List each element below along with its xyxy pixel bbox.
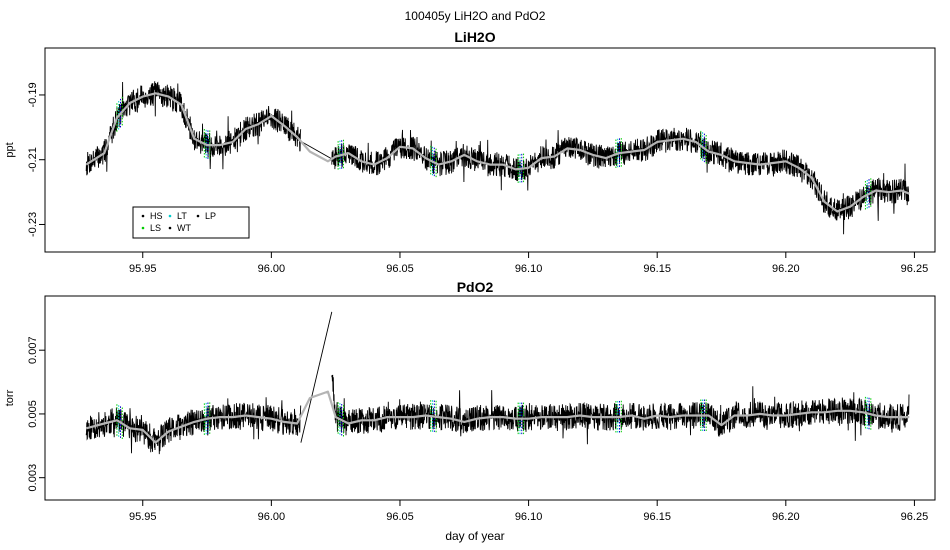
legend-label-wt: WT — [177, 223, 191, 233]
legend-box — [132, 206, 250, 239]
y-tick-label: -0.21 — [27, 147, 39, 172]
panel-pdo2: PdO2 torr 95.95 96.00 96.05 96.10 96.15 96.20… — [4, 279, 936, 523]
x-tick-label: 96.00 — [258, 511, 286, 523]
plot-box-lih2o — [44, 47, 936, 253]
plot-box-pdo2 — [44, 295, 936, 501]
legend-entry-ls: LS — [141, 223, 161, 233]
y-ticks-lih2o: -0.23 -0.21 -0.19 — [27, 82, 45, 237]
x-tick-label: 96.05 — [386, 511, 414, 523]
panel-title-lih2o: LiH2O — [454, 29, 495, 45]
legend-entry-lp: LP — [196, 211, 216, 221]
x-axis-label: day of year — [445, 529, 504, 543]
legend-marker-ls — [141, 226, 145, 230]
x-tick-label: 96.25 — [901, 263, 929, 275]
x-ticks-lih2o: 95.95 96.00 96.05 96.10 96.15 96.20 96.25 — [129, 252, 928, 275]
legend-marker-wt — [168, 226, 172, 230]
legend-label-ls: LS — [150, 223, 161, 233]
y-tick-label: -0.23 — [27, 212, 39, 237]
x-tick-label: 95.95 — [129, 511, 157, 523]
x-ticks-pdo2: 95.95 96.00 96.05 96.10 96.15 96.20 96.25 — [129, 500, 928, 523]
y-tick-label: -0.19 — [27, 82, 39, 107]
legend-marker-hs — [141, 214, 145, 218]
legend-marker-lt — [168, 214, 172, 218]
legend-entry-wt: WT — [168, 223, 191, 233]
smoothed-trace-path — [85, 390, 910, 444]
panel-title-pdo2: PdO2 — [457, 279, 494, 295]
y-ticks-pdo2: 0.003 0.005 0.007 — [27, 336, 45, 491]
smoothed-trace-pdo2 — [85, 390, 910, 444]
x-tick-label: 96.25 — [901, 511, 929, 523]
y-tick-label: 0.007 — [27, 336, 39, 364]
x-tick-label: 96.15 — [643, 511, 671, 523]
legend-marker-lp — [196, 214, 200, 218]
smoothed-trace-path — [85, 92, 910, 213]
legend-label-hs: HS — [150, 211, 163, 221]
x-tick-label: 96.20 — [772, 511, 800, 523]
figure-title: 100405y LiH2O and PdO2 — [405, 9, 546, 23]
x-tick-label: 95.95 — [129, 263, 157, 275]
panel-lih2o: LiH2O ppt 95.95 96.00 96.05 96.10 96.15 96.20… — [4, 29, 936, 275]
y-axis-label-lih2o: ppt — [4, 142, 16, 157]
smoothed-trace-lih2o — [85, 92, 910, 213]
x-tick-label: 96.10 — [515, 511, 543, 523]
legend-label-lp: LP — [205, 211, 216, 221]
y-tick-label: 0.003 — [27, 464, 39, 492]
y-tick-label: 0.005 — [27, 400, 39, 428]
legend-label-lt: LT — [177, 211, 187, 221]
x-tick-label: 96.15 — [643, 263, 671, 275]
y-axis-label-pdo2: torr — [4, 389, 16, 406]
legend-entry-lt: LT — [168, 211, 187, 221]
x-tick-label: 96.10 — [515, 263, 543, 275]
legend-entry-hs: HS — [141, 211, 163, 221]
mode-markers-lih2o — [116, 96, 872, 211]
x-tick-label: 96.20 — [772, 263, 800, 275]
x-tick-label: 96.00 — [258, 263, 286, 275]
legend: HS LS LT WT LP — [132, 206, 250, 239]
x-tick-label: 96.05 — [386, 263, 414, 275]
